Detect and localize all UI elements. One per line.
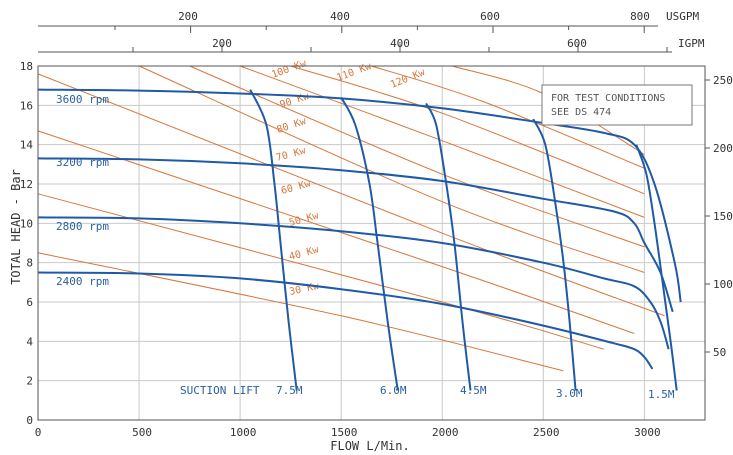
axis-tick-labels: 0 500 1000 1500 2000 2500 3000 0 2 4 6 8 10 12 14 16 18 5… [20, 60, 733, 439]
igpm-unit-label: IGPM [678, 37, 705, 50]
note-line-2: SEE DS 474 [551, 107, 611, 118]
power-label-70-kw: 70 Kw [275, 145, 308, 164]
power-label-90-kw: 90 Kw [279, 91, 312, 111]
power-label-60-kw: 60 Kw [280, 178, 313, 197]
y-axis-title: TOTAL HEAD - Bar [9, 169, 23, 285]
y-tick-label: 8 [26, 257, 33, 270]
right-tick-label: 200 [713, 142, 733, 155]
power-curve-30-kw [37, 252, 564, 372]
right-tick-label: 50 [713, 346, 726, 359]
power-curve-70-kw [138, 65, 645, 273]
power-curve-110-kw [371, 65, 645, 169]
x-tick-label: 2500 [533, 426, 560, 439]
suction-label-7-5m: 7.5M [276, 384, 303, 397]
suction-label-6-0m: 6.0M [380, 384, 407, 397]
y-tick-label: 0 [26, 414, 33, 427]
speed-curve-2800-rpm [37, 216, 670, 350]
usgpm-tick-label: 600 [480, 10, 500, 23]
suction-curve-4-5m [425, 102, 472, 391]
top-axes: USGPM IGPM 200 400 600 800 200 400 600 [38, 10, 705, 53]
note-line-1: FOR TEST CONDITIONS [551, 93, 665, 104]
x-axis-title: FLOW L/Min. [330, 439, 409, 453]
suction-lift-curves: 7.5M 6.0M 4.5M 3.0M 1.5M [249, 89, 678, 401]
x-tick-label: 3000 [634, 426, 661, 439]
speed-label-2800-rpm: 2800 rpm [56, 220, 109, 233]
x-tick-label: 500 [132, 426, 152, 439]
suction-curve-1-5m [635, 144, 678, 391]
right-tick-label: 250 [713, 74, 733, 87]
power-label-40-kw: 40 Kw [288, 244, 321, 263]
power-label-100-kw: 100 Kw [270, 58, 309, 81]
y-tick-label: 16 [20, 99, 33, 112]
suction-curve-6-0m [340, 97, 399, 391]
x-tick-label: 1000 [230, 426, 257, 439]
speed-label-3200-rpm: 3200 rpm [56, 156, 109, 169]
igpm-tick-label: 600 [567, 37, 587, 50]
usgpm-tick-label: 200 [178, 10, 198, 23]
power-label-80-kw: 80 Kw [276, 116, 309, 136]
y-tick-label: 18 [20, 60, 33, 73]
power-curve-80-kw [189, 65, 645, 248]
y-tick-label: 14 [20, 139, 34, 152]
y-tick-label: 6 [26, 296, 33, 309]
speed-label-3600-rpm: 3600 rpm [56, 93, 109, 106]
power-curve-100-kw [290, 65, 645, 195]
power-label-120-kw: 120 Kw [389, 67, 428, 91]
power-curve-60-kw [37, 73, 665, 317]
power-curve-90-kw [239, 65, 645, 218]
igpm-tick-label: 200 [212, 37, 232, 50]
igpm-tick-label: 400 [390, 37, 410, 50]
x-tick-label: 1500 [331, 426, 358, 439]
y-tick-label: 2 [26, 375, 33, 388]
speed-curve-3200-rpm [37, 157, 674, 313]
suction-curve-3-0m [532, 118, 577, 391]
suction-curve-7-5m [249, 89, 298, 391]
speed-curves: 3600 rpm 3200 rpm 2800 rpm 2400 rpm [37, 88, 682, 370]
plot-frame [37, 65, 706, 421]
suction-lift-label: SUCTION LIFT [180, 384, 260, 397]
speed-label-2400-rpm: 2400 rpm [56, 275, 109, 288]
suction-label-3-0m: 3.0M [556, 387, 583, 400]
speed-curve-2400-rpm [37, 271, 654, 370]
usgpm-tick-label: 400 [330, 10, 350, 23]
x-tick-label: 2000 [432, 426, 459, 439]
usgpm-unit-label: USGPM [666, 10, 699, 23]
suction-label-1-5m: 1.5M [648, 388, 675, 401]
y-tick-label: 4 [26, 335, 33, 348]
x-tick-label: 0 [35, 426, 42, 439]
y-tick-label: 12 [20, 178, 33, 191]
usgpm-tick-label: 800 [630, 10, 650, 23]
test-conditions-note: FOR TEST CONDITIONS SEE DS 474 [541, 84, 693, 126]
speed-curve-3600-rpm [37, 88, 682, 303]
right-tick-label: 150 [713, 210, 733, 223]
y-tick-label: 10 [20, 217, 33, 230]
power-curve-40-kw [37, 193, 605, 350]
power-curve-50-kw [37, 130, 635, 334]
right-tick-label: 100 [713, 278, 733, 291]
suction-label-4-5m: 4.5M [460, 384, 487, 397]
